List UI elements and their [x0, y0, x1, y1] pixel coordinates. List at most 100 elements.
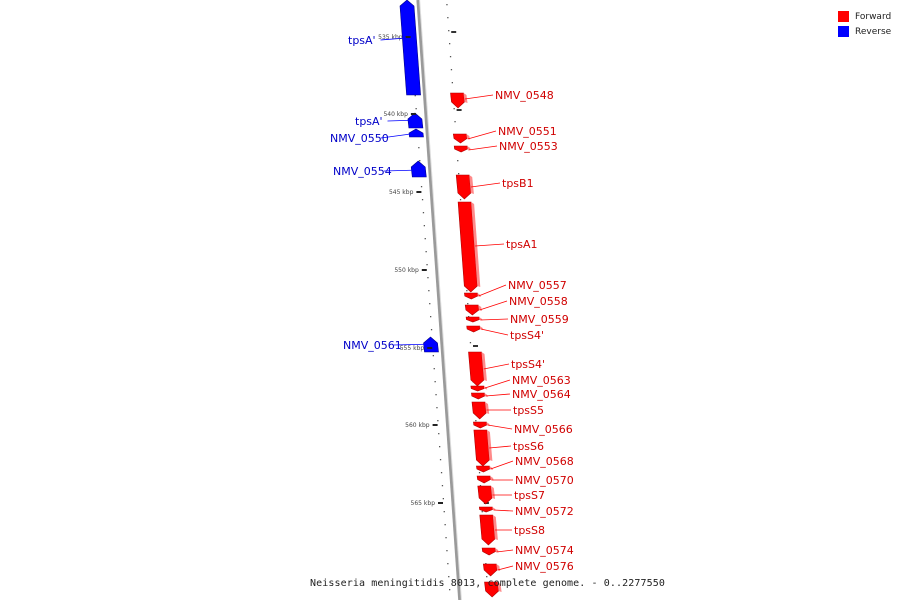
- gene-forward-1-shade: [463, 93, 468, 103]
- forward-swatch: [838, 11, 849, 22]
- gene-forward-12-shade: [484, 393, 488, 397]
- gene-forward-4-shade: [469, 175, 474, 194]
- legend-label-forward: Forward: [855, 11, 892, 22]
- leader-line: [480, 328, 509, 336]
- scale-label: 535 kbp: [378, 34, 403, 41]
- guide-dot: [454, 121, 456, 123]
- leader-line: [380, 37, 407, 41]
- gene-label-right: NMV_0566: [514, 423, 573, 436]
- guide-dot: [449, 56, 452, 58]
- gene-label-right: tpsS7: [514, 489, 545, 502]
- gene-forward-7: [464, 304, 480, 316]
- scale-tick: [427, 347, 433, 349]
- guide-dot: [435, 394, 437, 396]
- guide-dot: [475, 420, 477, 422]
- leader-line: [484, 379, 511, 389]
- genome-backbone-highlight: [419, 0, 462, 600]
- gene-label-right: tpsS4': [511, 358, 545, 371]
- gene-label-right: tpsS4': [510, 329, 544, 342]
- scale-label: 540 kbp: [383, 111, 408, 118]
- gene-forward-17-shade: [490, 476, 494, 481]
- gene-label-right: NMV_0559: [510, 313, 569, 326]
- guide-dot: [414, 95, 416, 97]
- scale-label: 550 kbp: [394, 267, 419, 274]
- guide-dot: [451, 82, 453, 84]
- gene-label-right: NMV_0572: [515, 505, 574, 518]
- gene-forward-15-shade: [486, 430, 493, 461]
- gene-forward-14: [473, 421, 488, 429]
- guide-dot: [478, 472, 481, 474]
- leader-line: [490, 460, 514, 470]
- guide-dot: [429, 303, 431, 305]
- guide-dot: [422, 212, 425, 214]
- guide-dot: [469, 342, 472, 344]
- guide-dot: [440, 472, 443, 474]
- genome-backbone: [416, 0, 462, 600]
- gene-forward-1: [450, 92, 465, 109]
- gene-label-right: NMV_0553: [499, 140, 558, 153]
- scale-tick: [432, 424, 438, 426]
- gene-forward-2: [452, 133, 468, 144]
- guide-dot: [449, 589, 451, 591]
- guide-dot: [479, 485, 482, 487]
- gene-forward-8: [465, 316, 480, 323]
- gene-forward-12: [471, 392, 486, 400]
- gene-label-right: NMV_0548: [495, 89, 554, 102]
- scale-tick: [421, 269, 427, 271]
- guide-dot: [458, 173, 460, 175]
- leader-line: [493, 509, 514, 512]
- gene-label-left: NMV_0554: [333, 165, 392, 178]
- guide-dot: [439, 446, 441, 448]
- gene-label-right: NMV_0557: [508, 279, 567, 292]
- gene-label-right: NMV_0574: [515, 544, 574, 557]
- gene-forward-19-shade: [492, 507, 496, 511]
- gene-forward-10: [468, 351, 485, 387]
- gene-label-right: tpsS8: [514, 524, 545, 537]
- gene-label-left: NMV_0561: [343, 339, 402, 352]
- gene-forward-23: [484, 581, 499, 598]
- gene-forward-19: [478, 506, 493, 513]
- leader-line: [470, 182, 501, 188]
- gene-label-right: NMV_0551: [498, 125, 557, 138]
- leader-line: [480, 318, 509, 321]
- gene-label-left: tpsA': [355, 115, 383, 128]
- guide-dot: [446, 4, 448, 6]
- guide-dot: [442, 498, 444, 500]
- guide-dot: [424, 238, 426, 240]
- scale-label: 565 kbp: [411, 500, 436, 507]
- scale-tick: [405, 36, 411, 38]
- guide-dot: [453, 108, 455, 110]
- guide-dot: [447, 17, 449, 19]
- gene-label-right: tpsB1: [502, 177, 534, 190]
- tick-mark: [451, 31, 457, 33]
- guide-dot: [441, 485, 444, 487]
- guide-dot: [432, 355, 434, 357]
- gene-forward-23-shade: [497, 582, 502, 592]
- gene-forward-3-shade: [467, 146, 471, 150]
- guide-dot: [421, 199, 424, 201]
- gene-forward-6-shade: [477, 293, 481, 297]
- leader-line: [475, 243, 505, 247]
- gene-nmv0554: [410, 160, 427, 178]
- gene-forward-10-shade: [481, 352, 487, 381]
- guide-dot: [449, 43, 451, 45]
- gene-label-right: NMV_0563: [512, 374, 571, 387]
- legend-label-reverse: Reverse: [855, 26, 892, 37]
- guide-dot: [419, 160, 421, 162]
- guide-dot: [439, 459, 442, 461]
- guide-dot: [466, 290, 468, 292]
- leader-line: [483, 363, 510, 370]
- guide-dot: [446, 550, 448, 552]
- guide-dot: [481, 511, 483, 513]
- guide-dot: [445, 537, 447, 539]
- scale-tick: [438, 502, 443, 504]
- gene-label-right: NMV_0576: [515, 560, 574, 573]
- gene-tpsA-prime-1: [399, 0, 421, 96]
- gene-forward-11: [470, 385, 485, 392]
- leader-line: [487, 424, 513, 430]
- guide-dot: [420, 186, 423, 188]
- gene-forward-20: [479, 514, 496, 546]
- leader-line: [485, 393, 511, 397]
- gene-forward-16-shade: [489, 466, 493, 470]
